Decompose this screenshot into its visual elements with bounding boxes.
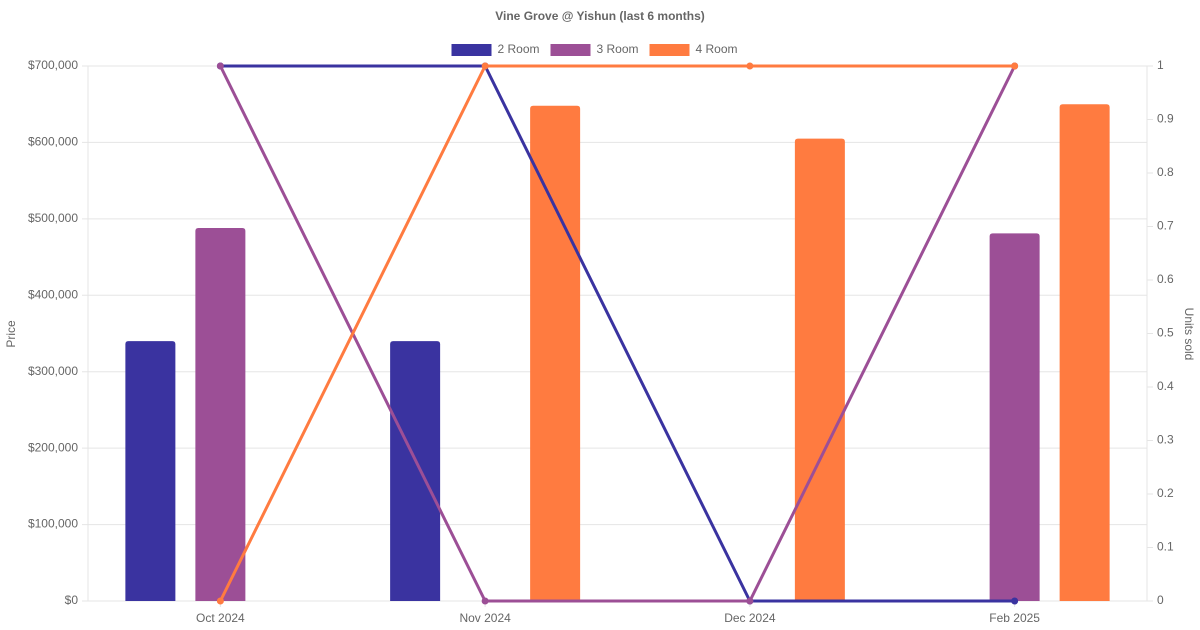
- y2-tick-label: 0.3: [1157, 433, 1174, 447]
- legend-swatch: [649, 44, 690, 56]
- units-point: [746, 62, 754, 70]
- bar: [530, 105, 581, 601]
- y-tick-label: $0: [65, 593, 79, 607]
- y-tick-label: $700,000: [28, 58, 78, 72]
- bar: [1059, 104, 1110, 601]
- chart-title: Vine Grove @ Yishun (last 6 months): [495, 9, 705, 23]
- y2-tick-label: 0.8: [1157, 165, 1174, 179]
- y2-tick-label: 0: [1157, 593, 1164, 607]
- units-line: [220, 64, 1015, 603]
- y2-axis-title: Units sold: [1182, 308, 1196, 361]
- legend-label: 2 Room: [498, 42, 540, 56]
- x-tick-label: Dec 2024: [724, 611, 776, 625]
- bar: [989, 233, 1040, 601]
- y-axis-title: Price: [4, 320, 18, 348]
- legend-label: 4 Room: [696, 42, 738, 56]
- y2-tick-label: 0.7: [1157, 219, 1174, 233]
- y-tick-label: $400,000: [28, 287, 78, 301]
- units-point: [216, 62, 224, 70]
- units-line: [219, 64, 1015, 602]
- y2-tick-label: 0.5: [1157, 326, 1174, 340]
- y-tick-label: $500,000: [28, 211, 78, 225]
- units-point: [216, 597, 224, 605]
- y2-tick-label: 0.2: [1157, 486, 1174, 500]
- x-tick-label: Oct 2024: [196, 611, 245, 625]
- legend-swatch: [451, 44, 492, 56]
- y-tick-label: $100,000: [28, 517, 78, 531]
- y-tick-label: $600,000: [28, 135, 78, 149]
- y-tick-label: $200,000: [28, 440, 78, 454]
- units-point: [1011, 62, 1019, 70]
- y2-tick-label: 0.1: [1157, 540, 1174, 554]
- x-tick-label: Nov 2024: [459, 611, 511, 625]
- y2-tick-label: 0.4: [1157, 379, 1174, 393]
- x-tick-label: Feb 2025: [989, 611, 1040, 625]
- units-point: [481, 62, 489, 70]
- units-point: [1011, 597, 1019, 605]
- y2-tick-label: 1: [1157, 58, 1164, 72]
- y2-tick-label: 0.9: [1157, 112, 1174, 126]
- units-point: [481, 597, 489, 605]
- bar: [390, 341, 441, 601]
- bar: [125, 341, 176, 601]
- y2-tick-label: 0.6: [1157, 272, 1174, 286]
- bar: [794, 138, 845, 601]
- y-tick-label: $300,000: [28, 364, 78, 378]
- bar: [195, 228, 246, 601]
- legend-label: 3 Room: [597, 42, 639, 56]
- units-point: [746, 597, 754, 605]
- legend-swatch: [550, 44, 591, 56]
